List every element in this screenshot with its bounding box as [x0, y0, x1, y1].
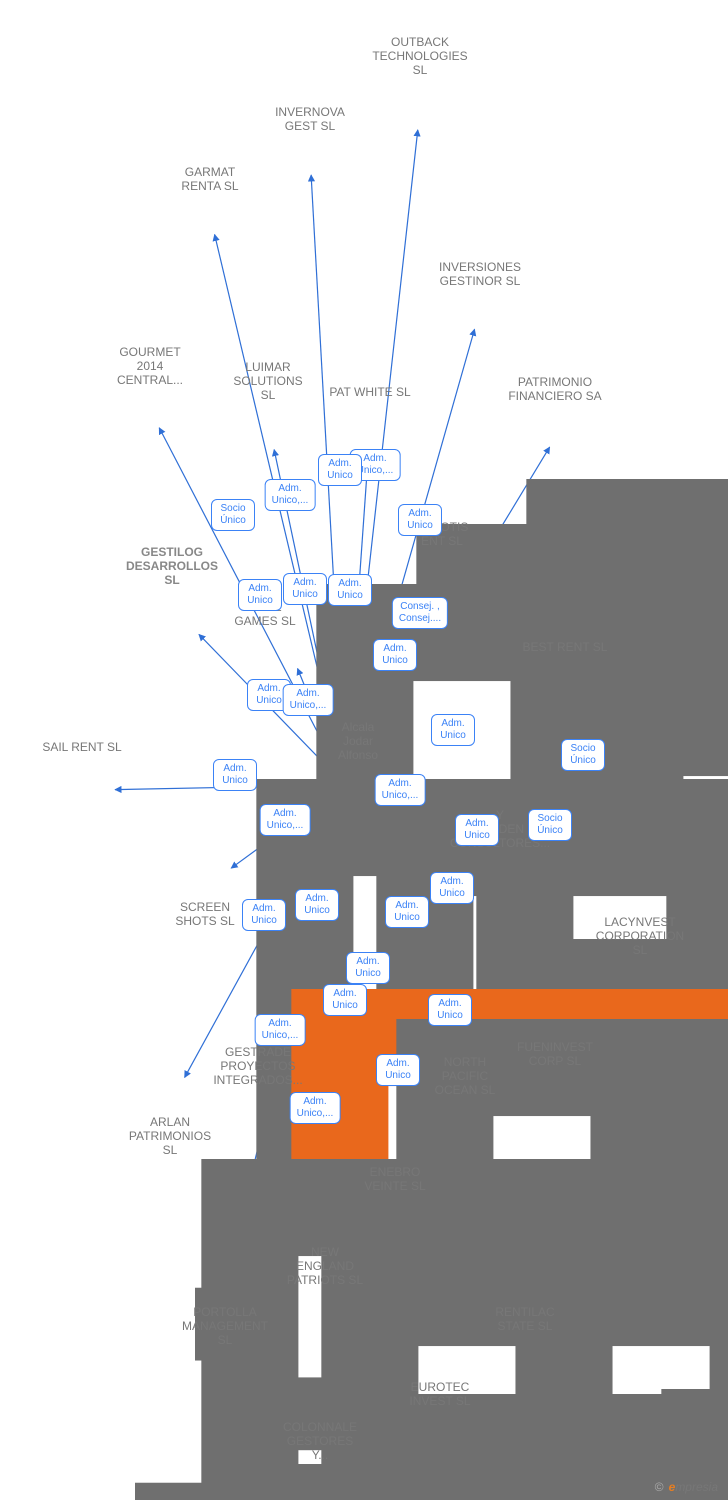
- company-label: LACYNVEST CORPORATION SL: [596, 915, 684, 957]
- edge-role-badge: Adm. Unico,...: [283, 684, 334, 716]
- company-label: OUTBACK TECHNOLOGIES SL: [372, 35, 467, 77]
- building-icon[interactable]: [160, 1078, 190, 1112]
- company-label: EUROTEC INVEST SL: [409, 1380, 470, 1408]
- building-icon[interactable]: [510, 1268, 540, 1302]
- edge-role-badge: Adm. Unico,...: [265, 479, 316, 511]
- building-icon[interactable]: [415, 553, 445, 587]
- edge-role-badge: Adm. Unico: [430, 872, 474, 904]
- edge-role-badge: Socio Único: [528, 809, 572, 841]
- building-icon[interactable]: [195, 198, 225, 232]
- company-label: LUIMAR SOLUTIONS SL: [233, 360, 302, 402]
- edge-role-badge: Adm. Unico: [213, 759, 257, 791]
- building-icon[interactable]: [80, 773, 110, 807]
- company-label: ENEBRO VEINTE SL: [364, 1165, 425, 1193]
- building-icon[interactable]: [315, 1208, 345, 1242]
- brand-name: mpresia: [675, 1480, 718, 1494]
- edge-role-badge: Consej. , Consej....: [392, 597, 448, 629]
- company-label: SCREEN SHOTS SL: [175, 900, 234, 928]
- copyright-symbol: ©: [654, 1480, 663, 1494]
- building-icon[interactable]: [385, 1128, 415, 1162]
- edge-role-badge: Adm. Unico: [323, 984, 367, 1016]
- edge-role-badge: Adm. Unico: [318, 454, 362, 486]
- edge-role-badge: Adm. Unico: [385, 896, 429, 928]
- edge-role-badge: Adm. Unico: [398, 504, 442, 536]
- building-icon[interactable]: [295, 138, 325, 172]
- building-icon[interactable]: [210, 1268, 240, 1302]
- company-label: NEW ENGLAND PATRIOTS SL: [287, 1245, 363, 1287]
- edge-role-badge: Adm. Unico: [376, 1054, 420, 1086]
- edge-role-badge: Socio Único: [561, 739, 605, 771]
- building-icon[interactable]: [255, 413, 285, 447]
- company-label: ARLAN PATRIMONIOS SL: [129, 1115, 211, 1157]
- footer-credit: © empresia: [654, 1480, 718, 1494]
- building-icon[interactable]: [470, 773, 500, 807]
- company-label: PORTOLLA MANAGEMENT SL: [182, 1305, 268, 1347]
- company-label: NORTH PACIFIC OCEAN SL: [435, 1055, 496, 1097]
- company-label: PAT WHITE SL: [329, 385, 410, 399]
- building-icon[interactable]: [465, 293, 495, 327]
- edge-role-badge: Adm. Unico: [431, 714, 475, 746]
- company-label: GOURMET 2014 CENTRAL...: [117, 345, 183, 387]
- edge-role-badge: Adm. Unico,...: [255, 1014, 306, 1046]
- person-label: Alcala Jodar Alfonso: [338, 720, 378, 762]
- building-icon[interactable]: [550, 663, 580, 697]
- company-label: GESTRADE PROYECTOS INTEGRADOS...: [213, 1045, 302, 1087]
- building-icon[interactable]: [625, 878, 655, 912]
- company-label: SAIL RENT SL: [42, 740, 121, 754]
- building-icon[interactable]: [275, 633, 305, 667]
- edge-role-badge: Adm. Unico: [295, 889, 339, 921]
- company-label: BEST RENT SL: [523, 640, 608, 654]
- building-icon[interactable]: [310, 1383, 340, 1417]
- edge-role-badge: Adm. Unico: [328, 574, 372, 606]
- building-icon[interactable]: [355, 413, 385, 447]
- edge-role-badge: Adm. Unico: [283, 573, 327, 605]
- edge-role-badge: Adm. Unico,...: [290, 1092, 341, 1124]
- company-label: INVERSIONES GESTINOR SL: [439, 260, 521, 288]
- edge-role-badge: Adm. Unico: [346, 952, 390, 984]
- company-label: COLONNALE GESTORES Y...: [283, 1420, 357, 1462]
- company-label: PATRIMONIO FINANCIERO SA: [508, 375, 601, 403]
- company-label: GESTILOG DESARROLLOS SL: [126, 545, 218, 587]
- company-label: GARMAT RENTA SL: [181, 165, 238, 193]
- building-icon[interactable]: [200, 863, 230, 897]
- building-icon[interactable]: [135, 393, 165, 427]
- edge-role-badge: Adm. Unico,...: [260, 804, 311, 836]
- company-label: INVERNOVA GEST SL: [275, 105, 345, 133]
- edge-role-badge: Adm. Unico: [373, 639, 417, 671]
- company-label: FUENINVEST CORP SL: [517, 1040, 593, 1068]
- edge-role-badge: Adm. Unico: [242, 899, 286, 931]
- edge-role-badge: Adm. Unico,...: [375, 774, 426, 806]
- edge-role-badge: Adm. Unico: [455, 814, 499, 846]
- edge-role-badge: Adm. Unico: [238, 579, 282, 611]
- building-icon[interactable]: [405, 93, 435, 127]
- company-label: RENTILAC STATE SL: [495, 1305, 554, 1333]
- building-icon[interactable]: [545, 413, 575, 447]
- edge-role-badge: Adm. Unico: [428, 994, 472, 1026]
- edge-role-badge: Socio Único: [211, 499, 255, 531]
- building-icon[interactable]: [170, 603, 200, 637]
- building-icon[interactable]: [425, 1343, 455, 1377]
